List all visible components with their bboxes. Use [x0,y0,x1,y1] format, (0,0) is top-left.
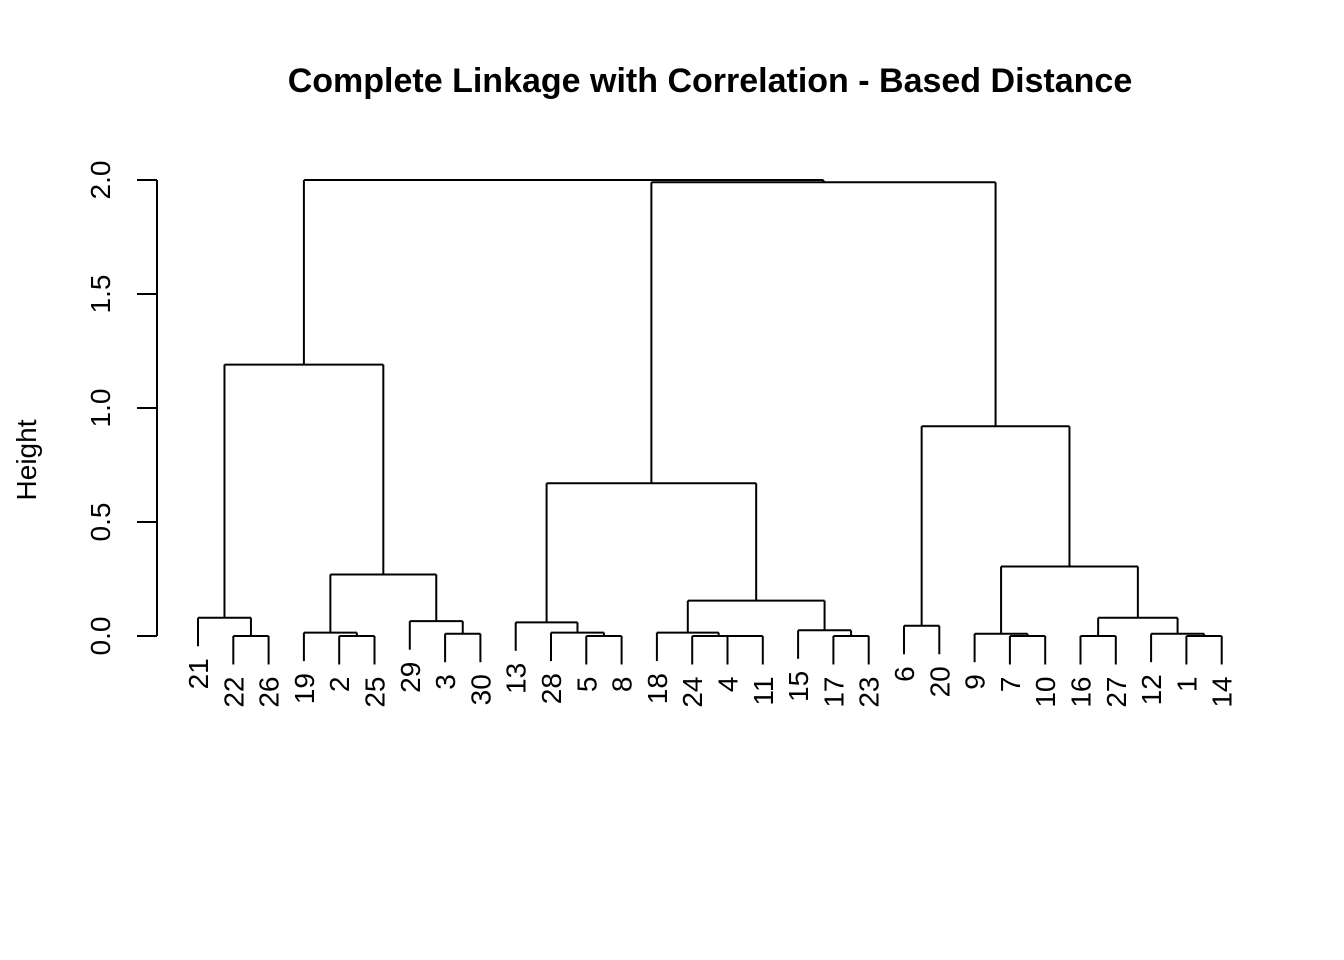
leaf-label: 5 [571,677,602,693]
y-tick-label: 0.5 [85,503,116,542]
leaf-label: 8 [607,677,638,693]
leaf-label: 23 [854,677,885,708]
leaf-label: 18 [642,673,673,704]
leaf-label: 22 [218,677,249,708]
y-tick-label: 2.0 [85,161,116,200]
leaf-label: 20 [924,666,955,697]
leaf-label: 30 [465,674,496,705]
leaf-label: 15 [783,671,814,702]
leaf-label: 16 [1066,677,1097,708]
leaf-label: 21 [183,658,214,689]
leaf-label: 9 [960,674,991,690]
leaf-label: 3 [430,674,461,690]
leaf-label: 7 [995,677,1026,693]
leaf-label: 26 [254,677,285,708]
y-tick-label: 0.0 [85,617,116,656]
leaf-label: 6 [889,666,920,682]
chart-title: Complete Linkage with Correlation - Base… [288,62,1133,100]
leaf-label: 11 [748,677,779,706]
leaf-label: 24 [677,677,708,708]
leaf-label: 28 [536,673,567,704]
y-tick-label: 1.5 [85,275,116,314]
leaf-label: 1 [1171,677,1202,693]
leaf-label: 17 [818,677,849,708]
leaf-label: 19 [289,673,320,704]
y-tick-label: 1.0 [85,389,116,428]
y-axis: 0.0 0.5 1.0 1.5 2.0 [85,161,158,656]
leaf-label: 13 [501,663,532,694]
leaf-label: 25 [360,677,391,708]
dendrogram-tree [197,179,1223,665]
leaf-label: 2 [324,677,355,693]
leaf-label: 12 [1136,674,1167,705]
leaf-label: 27 [1101,677,1132,708]
leaf-label: 14 [1207,677,1238,708]
leaf-label: 10 [1030,677,1061,708]
leaf-label: 29 [395,662,426,693]
y-axis-label: Height [11,419,42,500]
leaf-label: 4 [713,677,744,693]
